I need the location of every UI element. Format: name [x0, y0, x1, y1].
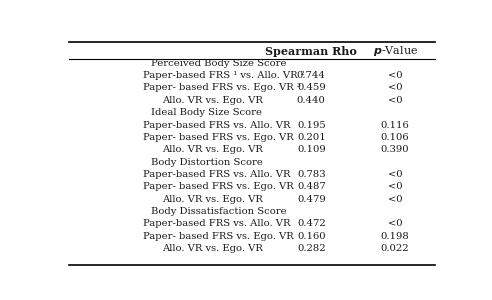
Text: 0.160: 0.160: [297, 232, 326, 241]
Text: Paper-based FRS vs. Allo. VR: Paper-based FRS vs. Allo. VR: [144, 121, 291, 130]
Text: <0: <0: [388, 96, 402, 105]
Text: Paper-based FRS vs. Allo. VR: Paper-based FRS vs. Allo. VR: [144, 170, 291, 179]
Text: Allo. VR vs. Ego. VR: Allo. VR vs. Ego. VR: [162, 195, 263, 204]
Text: Perceived Body Size Score: Perceived Body Size Score: [151, 59, 287, 68]
Text: $\bfit{p}$-Value: $\bfit{p}$-Value: [372, 44, 418, 58]
Text: <0: <0: [388, 195, 402, 204]
Text: Paper- based FRS vs. Ego. VR: Paper- based FRS vs. Ego. VR: [144, 133, 294, 142]
Text: 0.440: 0.440: [297, 96, 326, 105]
Text: 0.282: 0.282: [297, 244, 326, 253]
Text: Paper- based FRS vs. Ego. VR: Paper- based FRS vs. Ego. VR: [144, 182, 294, 191]
Text: Allo. VR vs. Ego. VR: Allo. VR vs. Ego. VR: [162, 244, 263, 253]
Text: Ideal Body Size Score: Ideal Body Size Score: [151, 108, 262, 117]
Text: 0.109: 0.109: [297, 145, 326, 154]
Text: 0.116: 0.116: [381, 121, 409, 130]
Text: 0.198: 0.198: [381, 232, 409, 241]
Text: <0: <0: [388, 83, 402, 92]
Text: 0.487: 0.487: [297, 182, 326, 191]
Text: 0.479: 0.479: [297, 195, 326, 204]
Text: 0.390: 0.390: [381, 145, 409, 154]
Text: Spearman Rho: Spearman Rho: [265, 46, 357, 56]
Text: 0.459: 0.459: [297, 83, 326, 92]
Text: Paper-based FRS vs. Allo. VR: Paper-based FRS vs. Allo. VR: [144, 219, 291, 228]
Text: 0.472: 0.472: [297, 219, 326, 228]
Text: 0.783: 0.783: [297, 170, 326, 179]
Text: <0: <0: [388, 219, 402, 228]
Text: Paper- based FRS vs. Ego. VR ³: Paper- based FRS vs. Ego. VR ³: [144, 83, 302, 92]
Text: Body Distortion Score: Body Distortion Score: [151, 158, 263, 166]
Text: <0: <0: [388, 182, 402, 191]
Text: 0.201: 0.201: [297, 133, 326, 142]
Text: 0.106: 0.106: [381, 133, 409, 142]
Text: 0.195: 0.195: [297, 121, 326, 130]
Text: <0: <0: [388, 170, 402, 179]
Text: Allo. VR vs. Ego. VR: Allo. VR vs. Ego. VR: [162, 96, 263, 105]
Text: 0.022: 0.022: [381, 244, 409, 253]
Text: Body Dissatisfaction Score: Body Dissatisfaction Score: [151, 207, 287, 216]
Text: 0.744: 0.744: [297, 71, 326, 80]
Text: Allo. VR vs. Ego. VR: Allo. VR vs. Ego. VR: [162, 145, 263, 154]
Text: <0: <0: [388, 71, 402, 80]
Text: Paper- based FRS vs. Ego. VR: Paper- based FRS vs. Ego. VR: [144, 232, 294, 241]
Text: Paper-based FRS ¹ vs. Allo. VR ²: Paper-based FRS ¹ vs. Allo. VR ²: [144, 71, 305, 80]
